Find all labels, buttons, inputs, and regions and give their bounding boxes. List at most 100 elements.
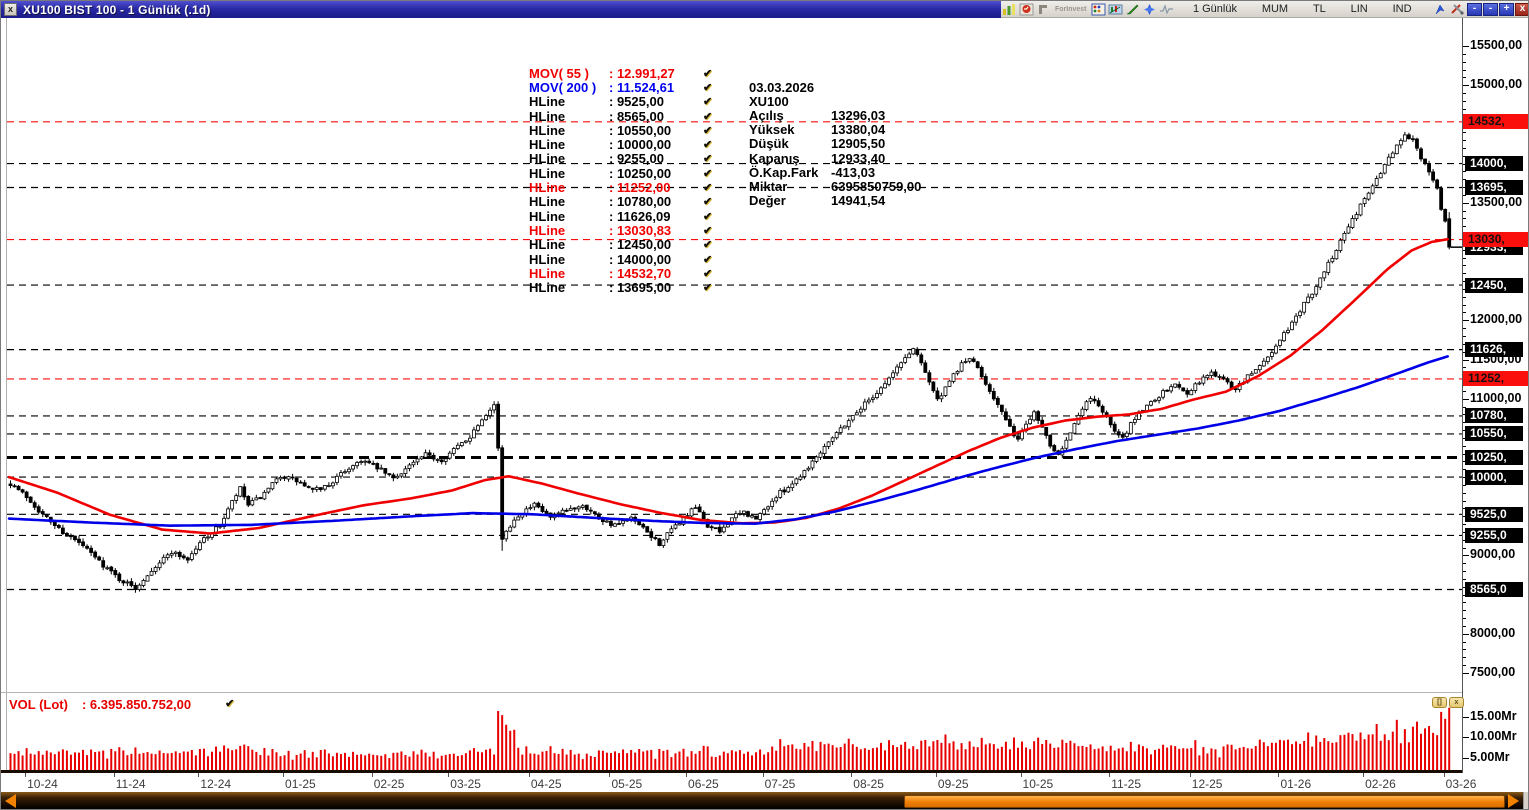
legend-visibility-check[interactable]: ✔ bbox=[703, 239, 713, 252]
time-axis-label: 03-25 bbox=[450, 777, 481, 791]
axis-tick bbox=[1463, 406, 1466, 408]
volume-pane-close-button[interactable]: x bbox=[1449, 697, 1464, 708]
close-chart-button[interactable]: x bbox=[4, 3, 17, 16]
wave-icon[interactable] bbox=[1159, 3, 1174, 16]
volume-pane-maximize-button[interactable]: [] bbox=[1432, 697, 1447, 708]
legend-visibility-check[interactable]: ✔ bbox=[703, 153, 713, 166]
time-axis-tick bbox=[1109, 773, 1111, 777]
legend-visibility-check[interactable]: ✔ bbox=[703, 124, 713, 137]
time-axis-label: 09-25 bbox=[937, 777, 969, 791]
pencil-icon[interactable] bbox=[1125, 3, 1140, 16]
axis-tick bbox=[1463, 524, 1466, 526]
scrollbar-thumb[interactable] bbox=[904, 795, 1505, 808]
brand-icon bbox=[1036, 3, 1051, 16]
time-axis-label: 11-25 bbox=[1111, 777, 1141, 791]
axis-tick bbox=[1463, 563, 1466, 565]
hline-price-marker: 10780, bbox=[1465, 408, 1523, 424]
axis-tick bbox=[1463, 508, 1466, 510]
axis-tick bbox=[1463, 61, 1466, 63]
axis-tick bbox=[1463, 367, 1466, 369]
restore-button[interactable]: - bbox=[1483, 2, 1498, 16]
axis-tick bbox=[1463, 77, 1466, 79]
axis-price-label: 9000,00 bbox=[1470, 547, 1516, 562]
navigate-icon[interactable] bbox=[1142, 3, 1157, 16]
hline-red-price-marker: 14532, bbox=[1463, 114, 1528, 130]
price-axis: 15500,00 15000,00 13500,00 12000,00 11500,00… bbox=[1463, 18, 1528, 773]
legend-visibility-check[interactable]: ✔ bbox=[703, 210, 713, 223]
axis-tick bbox=[1463, 100, 1466, 102]
indicator-button[interactable]: IND bbox=[1392, 3, 1412, 15]
axis-tick bbox=[1463, 265, 1466, 267]
maximize-button[interactable]: + bbox=[1499, 2, 1514, 16]
volume-pane-bottom-border bbox=[1, 770, 1462, 773]
axis-tick bbox=[1463, 147, 1466, 149]
volume-axis-tick bbox=[1463, 757, 1469, 759]
period-button[interactable]: 1 Günlük bbox=[1192, 3, 1237, 15]
axis-tick bbox=[1463, 335, 1466, 337]
axis-tick bbox=[1463, 673, 1469, 674]
hline-price-marker: 8565,0 bbox=[1465, 582, 1523, 598]
time-axis-label: 12-25 bbox=[1191, 777, 1223, 791]
volume-pane[interactable] bbox=[1, 692, 1462, 770]
chart-scrollbar[interactable] bbox=[1, 792, 1528, 809]
legend-visibility-check[interactable]: ✔ bbox=[703, 267, 713, 280]
matrix-icon[interactable] bbox=[1091, 3, 1106, 16]
scroll-right-arrow[interactable] bbox=[1508, 794, 1519, 808]
price-pane[interactable] bbox=[1, 18, 1462, 692]
axis-tick bbox=[1463, 257, 1466, 259]
volume-pane-top-border bbox=[1, 692, 1462, 693]
axis-tick bbox=[1463, 194, 1466, 196]
time-axis-label: 11-24 bbox=[115, 777, 146, 791]
legend-visibility-check[interactable]: ✔ bbox=[703, 224, 713, 237]
legend-visibility-check[interactable]: ✔ bbox=[703, 67, 713, 80]
axis-tick bbox=[1463, 343, 1466, 345]
hline-price-marker: 9525,0 bbox=[1465, 506, 1523, 522]
axis-tick bbox=[1463, 414, 1466, 416]
time-axis-tick bbox=[851, 773, 853, 777]
axis-tick bbox=[1463, 304, 1466, 306]
volume-legend-name: VOL (Lot) bbox=[9, 697, 68, 712]
cursor-icon[interactable] bbox=[1433, 3, 1448, 16]
axis-tick bbox=[1463, 641, 1466, 643]
axis-tick bbox=[1463, 155, 1466, 157]
legend-visibility-check[interactable]: ✔ bbox=[703, 182, 713, 195]
volume-visibility-check[interactable]: ✔ bbox=[225, 698, 235, 710]
axis-tick bbox=[1463, 171, 1466, 173]
time-axis-tick bbox=[1278, 773, 1280, 777]
chart-settings-icon[interactable] bbox=[1108, 3, 1123, 16]
axis-tick bbox=[1463, 500, 1466, 502]
currency-button[interactable]: TL bbox=[1312, 3, 1326, 15]
hline-price-marker: 9255,0 bbox=[1465, 527, 1523, 543]
time-axis-label: 10-24 bbox=[27, 777, 58, 791]
alarm-icon[interactable] bbox=[1019, 3, 1034, 16]
scroll-left-arrow[interactable] bbox=[5, 794, 16, 808]
time-axis-tick bbox=[198, 773, 200, 777]
legend-visibility-check[interactable]: ✔ bbox=[703, 196, 713, 209]
time-axis-tick bbox=[371, 773, 373, 777]
axis-tick bbox=[1463, 108, 1466, 110]
chart-type-button[interactable]: MUM bbox=[1261, 3, 1289, 15]
legend-visibility-check[interactable]: ✔ bbox=[703, 81, 713, 94]
scale-button[interactable]: LIN bbox=[1350, 3, 1368, 15]
axis-tick bbox=[1463, 547, 1466, 549]
axis-tick bbox=[1463, 85, 1469, 87]
hline-price-marker: 10000, bbox=[1465, 469, 1523, 485]
minimize-button[interactable]: - bbox=[1467, 2, 1482, 16]
time-axis-tick bbox=[935, 773, 937, 777]
axis-tick bbox=[1463, 53, 1466, 55]
axis-tick bbox=[1463, 649, 1466, 651]
legend-visibility-check[interactable]: ✔ bbox=[703, 96, 713, 109]
legend-visibility-check[interactable]: ✔ bbox=[703, 110, 713, 123]
time-axis-tick bbox=[1189, 773, 1191, 777]
legend-visibility-check[interactable]: ✔ bbox=[703, 167, 713, 180]
chart-bars-icon[interactable] bbox=[1002, 3, 1017, 16]
volume-axis-tick bbox=[1463, 737, 1469, 738]
close-window-button[interactable]: x bbox=[1515, 2, 1528, 16]
tools-icon[interactable] bbox=[1450, 3, 1465, 16]
legend-visibility-check[interactable]: ✔ bbox=[703, 253, 713, 266]
time-axis-label: 04-25 bbox=[530, 777, 562, 791]
legend-visibility-check[interactable]: ✔ bbox=[703, 282, 713, 295]
time-axis-label: 10-25 bbox=[1022, 777, 1054, 791]
axis-tick bbox=[1463, 484, 1466, 486]
legend-visibility-check[interactable]: ✔ bbox=[703, 139, 713, 152]
